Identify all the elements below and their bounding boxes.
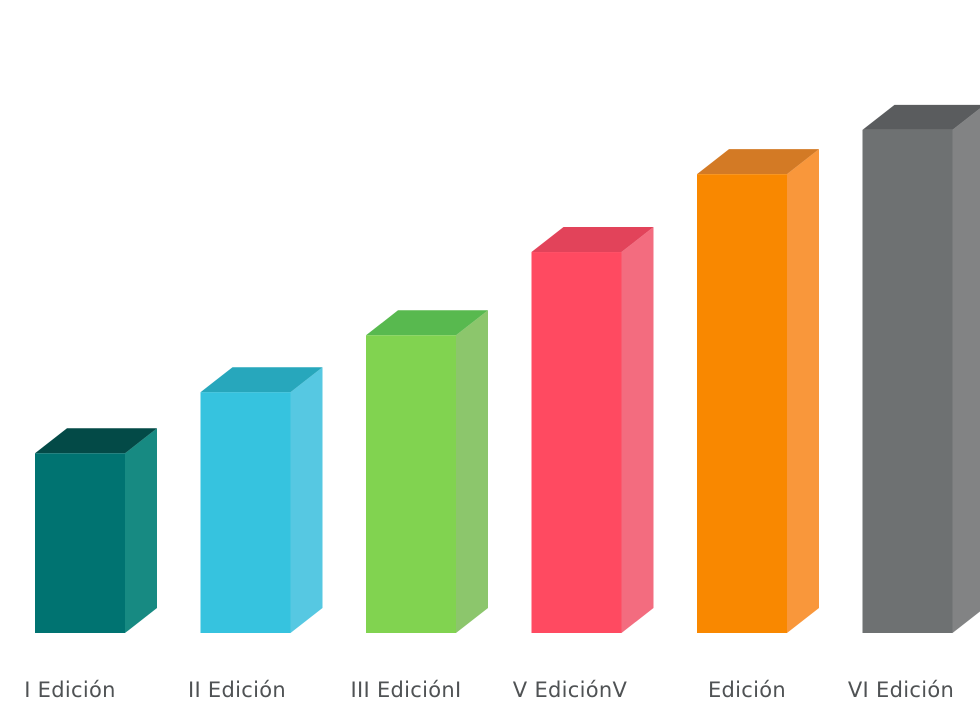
bar-top-face — [366, 310, 488, 336]
bar-front-face — [366, 335, 456, 633]
bar-side-face — [787, 149, 819, 633]
bar-side-face — [125, 428, 157, 633]
bar-side-face — [290, 367, 323, 633]
bar-top-face — [35, 428, 157, 454]
bar-3 — [366, 310, 488, 633]
bar-4 — [531, 227, 654, 633]
bar-front-face — [35, 453, 125, 633]
bar-front-face — [862, 129, 953, 633]
bar-top-face — [862, 104, 980, 130]
bar-front-face — [531, 252, 622, 633]
category-label-1: I Edición — [24, 678, 116, 702]
category-label-6: VI Edición — [848, 678, 954, 702]
bar-front-face — [200, 392, 291, 633]
bar-side-face — [952, 108, 980, 633]
bar-side-face — [456, 310, 488, 633]
bar-6 — [862, 104, 980, 633]
bar-side-face — [621, 227, 654, 633]
category-label-5: Edición — [708, 678, 786, 702]
bar-top-face — [531, 227, 654, 253]
bars-group — [35, 104, 980, 633]
category-label-4: V EdiciónV — [513, 678, 628, 702]
bar-2 — [200, 367, 323, 633]
bar-5 — [697, 149, 819, 633]
bar-1 — [35, 428, 157, 633]
bar-top-face — [200, 367, 323, 393]
category-label-3: III EdiciónI — [350, 678, 461, 702]
bar-front-face — [697, 174, 787, 633]
bar-top-face — [697, 149, 819, 175]
category-label-2: II Edición — [188, 678, 286, 702]
category-labels-group: I Edición II Edición III EdiciónI V Edición… — [24, 678, 954, 702]
